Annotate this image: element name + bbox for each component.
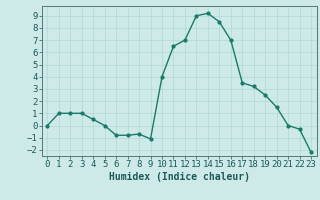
X-axis label: Humidex (Indice chaleur): Humidex (Indice chaleur) — [109, 172, 250, 182]
